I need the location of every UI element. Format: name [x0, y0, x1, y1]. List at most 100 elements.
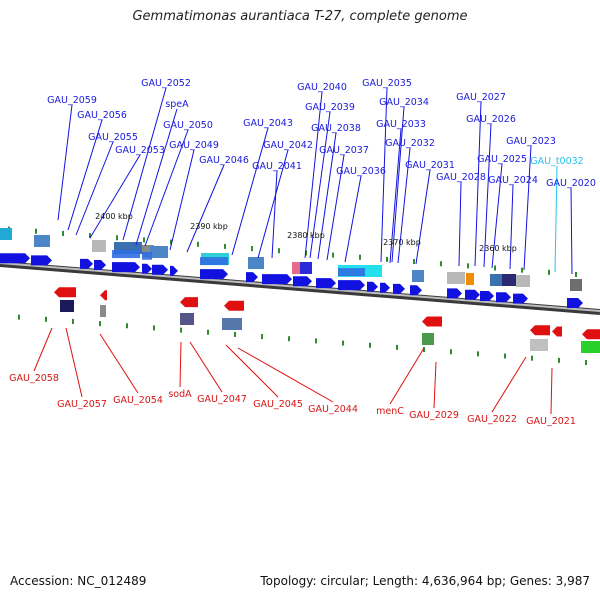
feature-box — [0, 228, 12, 240]
gene-label-gau_2043: GAU_2043 — [243, 118, 293, 129]
tick-mark — [575, 272, 577, 277]
reverse-gene-arrow — [422, 316, 442, 327]
leader-line — [75, 141, 114, 236]
tick-mark — [116, 235, 118, 241]
gene-label-gau_2035: GAU_2035 — [362, 78, 412, 89]
tick-mark — [207, 329, 209, 335]
tick-mark — [45, 316, 47, 322]
leader-line — [550, 367, 553, 415]
forward-gene-arrow — [338, 280, 365, 291]
leader-line — [554, 165, 558, 273]
leader-line — [344, 175, 362, 263]
leader-line — [391, 106, 405, 263]
gene-label-gau_t0032: GAU_t0032 — [530, 156, 583, 167]
scale-label: 2390 kbp — [190, 222, 228, 231]
feature-box — [530, 339, 548, 351]
tick-mark — [467, 263, 469, 269]
feature-box — [60, 300, 74, 312]
leader-line — [67, 119, 103, 231]
tick-mark — [180, 327, 182, 333]
gene-label-gau_2046: GAU_2046 — [199, 155, 249, 166]
gene-label-gau_2038: GAU_2038 — [311, 123, 361, 134]
reverse-gene-arrow — [224, 300, 244, 311]
tick-mark — [386, 256, 388, 262]
tick-mark — [558, 357, 560, 363]
tick-mark — [224, 243, 226, 249]
tick-mark — [62, 230, 64, 236]
gene-label-gau_2031: GAU_2031 — [405, 160, 455, 171]
gene-label-gau_2040: GAU_2040 — [297, 82, 347, 93]
scale-label: 2380 kbp — [287, 231, 325, 240]
tick-mark — [288, 336, 290, 342]
gene-label-gau_2028: GAU_2028 — [436, 172, 486, 183]
gene-label-spea: speA — [165, 99, 189, 110]
tick-mark — [413, 259, 415, 265]
feature-box — [92, 240, 106, 252]
forward-gene-arrow — [170, 265, 178, 276]
gene-label-gau_2033: GAU_2033 — [376, 119, 426, 130]
tick-mark — [396, 344, 398, 350]
tick-mark — [504, 353, 506, 359]
gene-label-gau_2044: GAU_2044 — [308, 404, 358, 415]
reverse-strand-genes — [54, 287, 600, 340]
reverse-gene-arrow — [54, 287, 76, 298]
leader-line — [179, 341, 182, 388]
forward-gene-arrow — [152, 264, 168, 275]
tick-mark — [494, 265, 496, 271]
forward-gene-arrow — [0, 253, 30, 264]
leader-line — [231, 127, 269, 256]
forward-gene-block — [200, 257, 228, 266]
leader-line — [225, 344, 279, 398]
tick-mark — [170, 239, 172, 245]
feature-box — [222, 318, 242, 330]
tick-mark — [369, 342, 371, 348]
forward-gene-arrow — [380, 282, 390, 293]
feature-box — [180, 313, 194, 325]
tick-mark — [197, 241, 199, 247]
forward-gene-arrow — [447, 288, 462, 299]
feature-box — [292, 262, 300, 274]
forward-gene-arrow — [410, 285, 422, 296]
leader-line — [169, 149, 195, 251]
tick-mark — [234, 331, 236, 337]
tick-mark — [126, 323, 128, 329]
feature-box — [300, 262, 312, 274]
forward-gene-arrow — [567, 298, 583, 308]
forward-gene-block — [112, 250, 140, 259]
leader-line — [380, 87, 388, 263]
genome-backbone — [0, 261, 600, 315]
gene-label-gau_2025: GAU_2025 — [477, 154, 527, 165]
gene-label-gau_2045: GAU_2045 — [253, 399, 303, 410]
leader-line — [237, 347, 334, 403]
gene-label-gau_2037: GAU_2037 — [319, 145, 369, 156]
gene-label-gau_2036: GAU_2036 — [336, 166, 386, 177]
gene-label-gau_2022: GAU_2022 — [467, 414, 517, 425]
gene-label-gau_2057: GAU_2057 — [57, 399, 107, 410]
forward-gene-arrow — [316, 278, 336, 289]
backbone-highlight — [0, 262, 600, 312]
forward-gene-arrow — [513, 293, 528, 304]
feature-box — [150, 246, 168, 258]
tick-mark — [72, 318, 74, 324]
feature-box — [412, 270, 424, 282]
tick-mark — [521, 267, 523, 273]
feature-box — [447, 272, 465, 284]
reverse-gene-arrow — [530, 325, 550, 336]
forward-gene-arrow — [367, 281, 378, 292]
forward-gene-arrow — [94, 260, 106, 270]
forward-strand-genes — [0, 250, 583, 308]
leader-line — [483, 123, 492, 268]
gene-label-gau_2041: GAU_2041 — [252, 161, 302, 172]
leader-line — [304, 91, 323, 259]
leader-line — [99, 333, 139, 394]
gene-label-gau_2032: GAU_2032 — [385, 138, 435, 149]
label-leader-lines — [33, 87, 573, 415]
forward-gene-arrow — [465, 289, 480, 300]
reverse-gene-arrow — [100, 290, 107, 301]
feature-box — [100, 305, 106, 317]
feature-box — [502, 274, 516, 286]
leader-line — [65, 327, 83, 398]
feature-box — [516, 275, 530, 287]
feature-box — [581, 341, 600, 353]
leader-line — [33, 327, 53, 372]
